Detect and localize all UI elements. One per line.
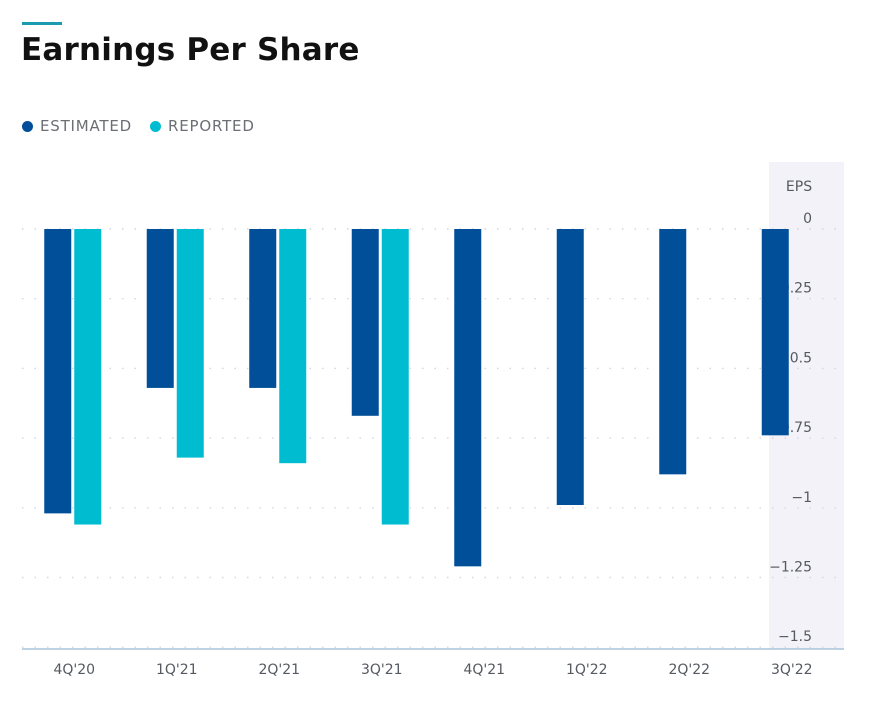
legend-label-estimated: ESTIMATED [40,117,133,135]
estimated-bar [761,229,789,436]
legend-swatch-estimated [22,120,33,132]
y-tick-label: −1 [791,490,812,506]
y-axis-label: EPS [786,179,812,195]
reported-bar [279,229,307,464]
x-tick-label: 4Q'21 [463,662,505,678]
estimated-bar [249,229,277,388]
x-tick-label: 4Q'20 [53,662,95,678]
x-tick-label: 1Q'22 [566,662,608,678]
estimated-bar [454,229,482,567]
estimated-bar [351,229,379,416]
reported-bar [74,229,102,525]
x-tick-label: 3Q'22 [771,662,813,678]
estimated-bar [556,229,584,506]
y-tick-label: 0 [803,211,812,227]
x-tick-label: 1Q'21 [156,662,198,678]
legend: ESTIMATED REPORTED [22,117,255,135]
x-tick-label: 2Q'21 [258,662,300,678]
x-tick-label: 2Q'22 [668,662,710,678]
legend-item-reported[interactable]: REPORTED [150,117,255,135]
legend-label-reported: REPORTED [168,117,255,135]
reported-bar [176,229,204,458]
chart-title: Earnings Per Share [21,32,360,68]
title-accent-bar [22,22,62,25]
estimated-bar [44,229,72,514]
x-tick-label: 3Q'21 [361,662,403,678]
y-tick-label: −1.5 [778,629,812,645]
legend-item-estimated[interactable]: ESTIMATED [22,117,132,135]
y-tick-label: −1.25 [769,560,812,576]
legend-swatch-reported [150,120,162,132]
estimated-bar [146,229,174,388]
reported-bar [381,229,409,525]
estimated-bar [659,229,687,475]
